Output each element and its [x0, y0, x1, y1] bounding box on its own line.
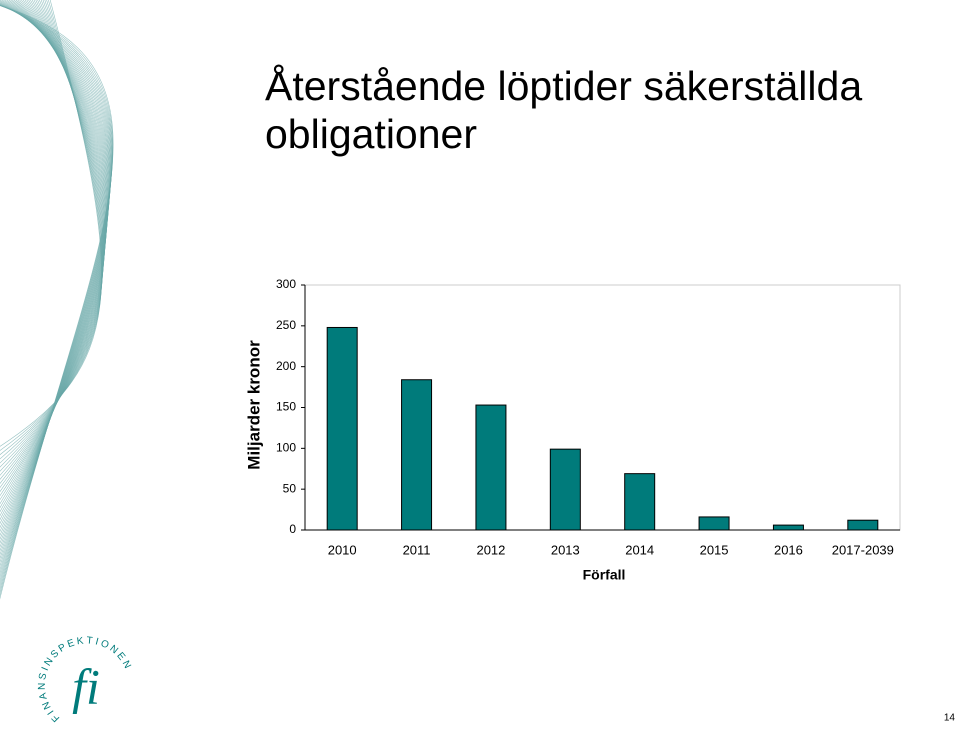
swirl-line — [0, 0, 103, 460]
x-tick-label: 2011 — [403, 542, 431, 557]
y-tick-label: 50 — [283, 481, 297, 495]
x-tick-label: 2016 — [774, 542, 803, 557]
y-tick-label: 150 — [276, 400, 296, 414]
swirl-line — [0, 0, 105, 484]
x-tick-label: 2015 — [700, 542, 729, 557]
bar — [549, 448, 581, 531]
x-tick-label: 2013 — [551, 542, 580, 557]
y-tick-label: 250 — [276, 318, 296, 332]
y-axis-label: Miljarder kronor — [244, 340, 263, 470]
logo-mark: fi — [72, 658, 100, 714]
swirl-line — [0, 0, 106, 497]
bar — [326, 326, 358, 531]
x-tick-label: 2010 — [328, 542, 357, 557]
page-number: 14 — [944, 713, 956, 724]
x-axis-label: Förfall — [583, 567, 626, 583]
swirl-line — [0, 0, 106, 501]
swirl-line — [0, 0, 104, 464]
bar — [847, 519, 879, 531]
swirl-line — [0, 0, 103, 455]
y-tick-label: 0 — [289, 522, 296, 536]
decoration — [0, 0, 114, 600]
swirl-line — [0, 0, 105, 493]
y-tick-label: 100 — [276, 441, 296, 455]
y-tick-label: 300 — [276, 277, 296, 291]
x-tick-label: 2017-2039 — [832, 542, 894, 557]
bar — [624, 473, 656, 531]
x-tick-label: 2014 — [625, 542, 654, 557]
bar — [698, 516, 730, 531]
bar — [475, 404, 507, 531]
bar — [772, 524, 804, 531]
swirl-line — [0, 0, 105, 488]
x-tick-label: 2012 — [476, 542, 505, 557]
chart-title: Återstående löptider säkerställda obliga… — [265, 63, 863, 157]
y-tick-label: 200 — [276, 359, 296, 373]
bar — [401, 379, 433, 531]
swirl-line — [0, 0, 102, 447]
swirl-line — [0, 0, 108, 521]
plot-frame — [304, 284, 901, 531]
title-box: Återstående löptider säkerställda obliga… — [265, 63, 863, 157]
